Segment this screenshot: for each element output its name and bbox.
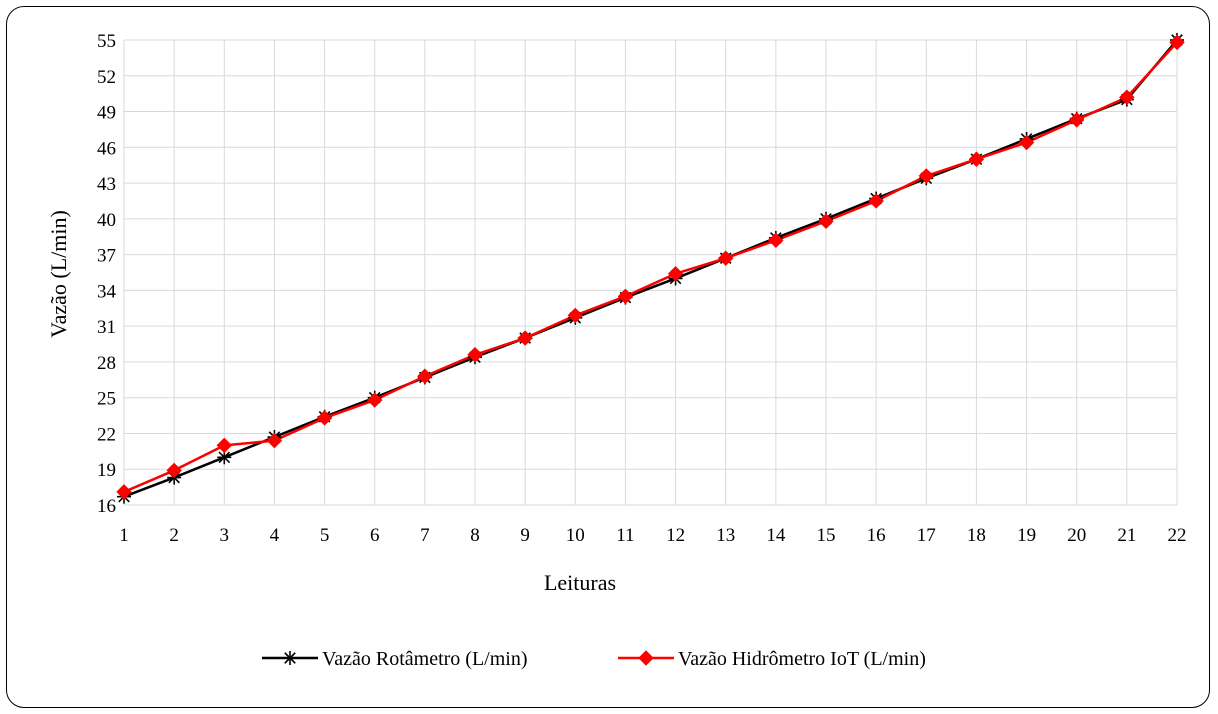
- legend: Vazão Rotâmetro (L/min) Vazão Hidrômetro…: [262, 648, 926, 670]
- legend-diamond-icon: [638, 650, 654, 666]
- x-tick-label: 20: [1067, 525, 1086, 546]
- x-tick-label: 19: [1017, 525, 1036, 546]
- data-point-diamond: [166, 462, 182, 479]
- x-tick-label: 14: [766, 525, 786, 546]
- x-tick-label: 10: [566, 525, 585, 546]
- x-tick-label: 22: [1168, 525, 1187, 546]
- y-tick-label: 22: [97, 424, 116, 445]
- x-axis-title: Leituras: [544, 570, 616, 595]
- data-point-diamond: [617, 288, 634, 305]
- data-point-diamond: [367, 392, 383, 408]
- legend-item-hidrometro: Vazão Hidrômetro IoT (L/min): [618, 648, 926, 670]
- data-point-diamond: [1069, 112, 1085, 128]
- data-point-asterisk: [217, 450, 232, 465]
- data-point-diamond: [417, 368, 433, 384]
- chart-frame: [6, 6, 1210, 708]
- y-tick-label: 19: [97, 460, 116, 481]
- x-tick-label: 1: [119, 525, 129, 546]
- data-point-diamond: [567, 307, 583, 324]
- y-tick-label: 49: [97, 103, 116, 124]
- legend-label-rotametro: Vazão Rotâmetro (L/min): [322, 648, 528, 670]
- y-tick-label: 46: [97, 138, 116, 159]
- data-point-diamond: [517, 330, 533, 346]
- x-tick-label: 2: [169, 525, 179, 546]
- legend-item-rotametro: Vazão Rotâmetro (L/min): [262, 648, 528, 670]
- y-tick-labels: 16 19 22 25 28 31 34 37 40 43 46 49 52 55: [97, 31, 117, 517]
- legend-asterisk-icon: [283, 651, 297, 665]
- data-point-diamond: [768, 232, 784, 249]
- y-tick-label: 25: [97, 389, 116, 410]
- x-tick-label: 15: [817, 525, 836, 546]
- y-tick-label: 40: [97, 210, 116, 231]
- data-point-diamond: [216, 437, 232, 454]
- data-point-diamond: [1169, 34, 1185, 51]
- data-point-diamond: [1018, 134, 1035, 151]
- x-tick-labels: 1 2 3 4 5 6 7 8 9 10 11 12 13 14 15 16 17 18 19 20 21 22: [119, 525, 1186, 546]
- y-tick-label: 37: [97, 246, 116, 267]
- data-point-diamond: [1119, 89, 1135, 105]
- y-tick-label: 34: [97, 281, 117, 302]
- y-axis-title: Vazão (L/min): [46, 210, 71, 338]
- y-tick-label: 55: [97, 31, 116, 52]
- y-tick-label: 31: [97, 317, 116, 338]
- x-tick-label: 7: [420, 525, 430, 546]
- data-point-diamond: [968, 151, 985, 167]
- y-tick-label: 52: [97, 67, 116, 88]
- y-tick-label: 28: [97, 353, 116, 374]
- x-tick-label: 4: [270, 525, 280, 546]
- data-point-diamond: [818, 213, 834, 229]
- x-tick-label: 17: [917, 525, 936, 546]
- data-point-diamond: [718, 250, 734, 266]
- y-tick-label: 16: [97, 496, 116, 517]
- x-tick-label: 21: [1117, 525, 1136, 546]
- legend-label-hidrometro: Vazão Hidrômetro IoT (L/min): [678, 648, 926, 670]
- data-point-diamond: [316, 410, 333, 426]
- x-tick-label: 6: [370, 525, 380, 546]
- data-point-diamond: [918, 168, 934, 184]
- x-tick-label: 18: [967, 525, 986, 546]
- x-tick-label: 9: [520, 525, 530, 546]
- series-layer: [116, 33, 1185, 504]
- x-tick-label: 16: [867, 525, 886, 546]
- data-point-diamond: [467, 347, 483, 363]
- y-tick-label: 43: [97, 174, 116, 195]
- data-point-diamond: [116, 484, 132, 500]
- series-line-1: [123, 41, 1178, 494]
- x-tick-label: 11: [616, 525, 634, 546]
- data-point-diamond: [868, 193, 884, 209]
- data-point-diamond: [667, 265, 684, 282]
- x-tick-label: 8: [470, 525, 480, 546]
- x-tick-label: 12: [666, 525, 685, 546]
- x-tick-label: 3: [220, 525, 230, 546]
- data-point-diamond: [266, 432, 283, 449]
- x-tick-label: 13: [716, 525, 735, 546]
- grid-lines: [123, 39, 1178, 506]
- series-line-0: [123, 39, 1178, 498]
- x-tick-label: 5: [320, 525, 330, 546]
